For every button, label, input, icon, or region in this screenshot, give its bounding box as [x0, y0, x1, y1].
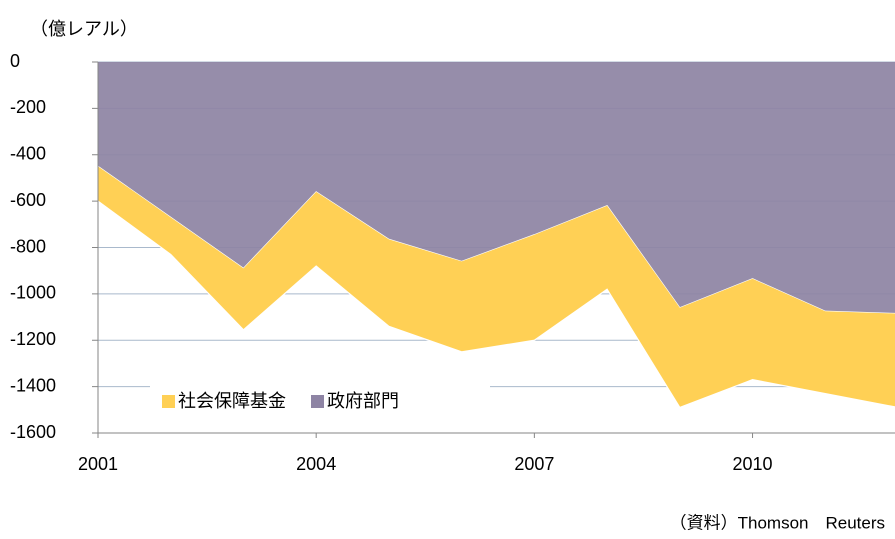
y-axis-unit: （億レアル）: [30, 19, 138, 39]
x-tick-label: 2001: [78, 454, 118, 474]
legend-label: 社会保障基金: [178, 391, 286, 411]
y-tick-label: -600: [10, 190, 46, 210]
legend: 社会保障基金 政府部門: [150, 380, 490, 422]
x-tick-label: 2010: [733, 454, 773, 474]
y-tick-label: -200: [10, 97, 46, 117]
legend-label: 政府部門: [327, 391, 399, 411]
y-tick-label: -1400: [10, 375, 56, 395]
source-note: （資料）Thomson Reuters: [670, 513, 885, 532]
legend-swatch: [311, 395, 324, 408]
y-tick-label: 0: [10, 51, 20, 71]
y-tick-label: -400: [10, 144, 46, 164]
y-tick-label: -1000: [10, 283, 56, 303]
area: [98, 166, 895, 408]
x-tick-label: 2004: [296, 454, 336, 474]
legend-swatch: [162, 395, 175, 408]
y-tick-label: -800: [10, 236, 46, 256]
y-tick-label: -1600: [10, 422, 56, 442]
area-edge: [97, 200, 895, 409]
area: [98, 62, 895, 314]
x-tick-label: 2007: [514, 454, 554, 474]
y-tick-label: -1200: [10, 329, 56, 349]
